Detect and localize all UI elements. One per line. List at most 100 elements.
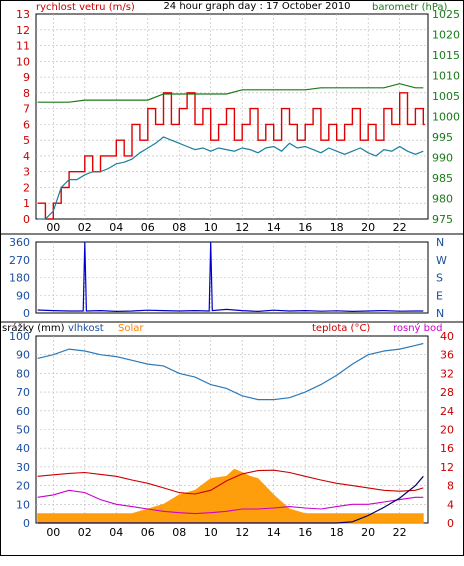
wind-tick-label: 9 [23,71,30,84]
barometer-axis-label: barometr (hPa) [372,2,448,13]
barometer-tick-label: 1025 [432,8,460,21]
x-tick-label: 12 [235,221,249,234]
x-tick-label: 02 [78,526,92,539]
wind-axis-label: rychlost vetru (m/s) [36,2,135,13]
compass-tick-label: N [436,236,444,249]
temperature-tick-label: 20 [440,424,454,437]
humidity-tick-label: 0 [23,517,30,530]
direction-tick-label: 90 [16,289,30,302]
barometer-tick-label: 1005 [432,90,460,103]
wind-tick-label: 13 [16,8,30,21]
temperature-tick-label: 0 [447,517,454,530]
x-tick-label: 08 [172,526,186,539]
wind-tick-label: 8 [23,87,30,100]
wind-tick-label: 2 [23,181,30,194]
humidity-tick-label: 40 [16,442,30,455]
x-tick-label: 20 [361,221,375,234]
x-tick-label: 16 [298,526,312,539]
temperature-tick-label: 16 [440,442,454,455]
humidity-axis-label: vlhkost [68,323,104,334]
wind-tick-label: 5 [23,134,30,147]
solar-series [37,468,424,524]
x-tick-label: 22 [393,221,407,234]
wind-tick-label: 12 [16,24,30,37]
barometer-tick-label: 985 [432,172,453,185]
x-tick-label: 06 [141,526,155,539]
x-tick-label: 04 [109,221,123,234]
temperature-tick-label: 36 [440,349,454,362]
x-tick-label: 14 [267,526,281,539]
humidity-tick-label: 30 [16,461,30,474]
humidity-tick-label: 100 [9,330,30,343]
barometer-series [37,83,424,103]
direction-tick-label: 360 [9,236,30,249]
barometer-tick-label: 1000 [432,111,460,124]
rain-series [37,475,424,524]
wind-tick-label: 3 [23,166,30,179]
barometer-tick-label: 990 [432,152,453,165]
barometer-tick-label: 1020 [432,29,460,42]
direction-tick-label: 180 [9,272,30,285]
direction-tick-label: 0 [23,307,30,320]
temperature-tick-label: 12 [440,461,454,474]
x-tick-label: 20 [361,526,375,539]
temperature-tick-label: 40 [440,330,454,343]
x-tick-label: 10 [204,221,218,234]
humidity-series [37,342,424,401]
dewpoint-axis-label: rosný bod [393,322,442,334]
x-tick-label: 08 [172,221,186,234]
direction-tick-label: 270 [9,254,30,267]
wind-tick-label: 4 [23,150,30,163]
humidity-tick-label: 10 [16,498,30,511]
temperature-tick-label: 24 [440,405,454,418]
wind-tick-label: 10 [16,55,30,68]
x-tick-label: 02 [78,221,92,234]
x-tick-label: 16 [298,221,312,234]
wind-gust-series [37,92,425,220]
x-tick-label: 14 [267,221,281,234]
wind-tick-label: 6 [23,118,30,131]
wind-tick-label: 0 [23,213,30,226]
barometer-tick-label: 995 [432,131,453,144]
humidity-tick-label: 20 [16,480,30,493]
wind-tick-label: 7 [23,103,30,116]
x-tick-label: 10 [204,526,218,539]
barometer-tick-label: 980 [432,193,453,206]
temperature-series [37,469,424,495]
temperature-tick-label: 4 [447,498,454,511]
x-tick-label: 12 [235,526,249,539]
barometer-tick-label: 1015 [432,49,460,62]
temperature-axis-label: teplota (°C) [312,323,370,334]
barometer-tick-label: 1010 [432,70,460,83]
humidity-tick-label: 80 [16,367,30,380]
x-tick-label: 04 [109,526,123,539]
x-tick-label: 06 [141,221,155,234]
dewpoint-series [37,489,424,515]
compass-tick-label: E [436,289,443,302]
x-tick-label: 18 [330,221,344,234]
rain-axis-label: srážky (mm) [2,322,65,334]
humidity-tick-label: 70 [16,386,30,399]
x-tick-label: 22 [393,526,407,539]
temperature-tick-label: 8 [447,480,454,493]
wind-tick-label: 11 [16,40,30,53]
barometer-tick-label: 975 [432,213,453,226]
wind-direction-series [37,241,424,313]
humidity-tick-label: 60 [16,405,30,418]
x-tick-label: 18 [330,526,344,539]
humidity-tick-label: 90 [16,349,30,362]
x-tick-label: 00 [46,526,60,539]
wind-average-series [37,136,424,220]
wind-panel-frame [35,13,429,220]
x-tick-label: 00 [46,221,60,234]
wind-tick-label: 1 [23,197,30,210]
humidity-tick-label: 50 [16,424,30,437]
chart-title: 24 hour graph day : 17 October 2010 [163,1,350,12]
temperature-tick-label: 32 [440,367,454,380]
solar-axis-label: Solar [118,323,144,334]
compass-tick-label: S [436,272,443,285]
compass-tick-label: N [436,307,444,320]
